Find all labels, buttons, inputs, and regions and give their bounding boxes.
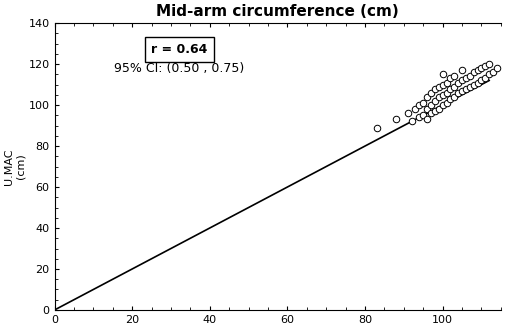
- Point: [470, 82, 478, 87]
- Point: [435, 107, 443, 112]
- Point: [458, 67, 466, 73]
- Point: [427, 102, 435, 108]
- Title: Mid-arm circumference (cm): Mid-arm circumference (cm): [157, 4, 399, 19]
- Point: [438, 72, 446, 77]
- Point: [477, 78, 485, 83]
- Point: [431, 86, 439, 91]
- Point: [458, 78, 466, 83]
- Point: [466, 84, 474, 89]
- Point: [454, 80, 462, 85]
- Point: [462, 86, 470, 91]
- Point: [431, 109, 439, 114]
- Point: [438, 102, 446, 108]
- Point: [412, 107, 420, 112]
- Point: [474, 67, 482, 73]
- Point: [493, 65, 501, 71]
- Point: [454, 90, 462, 95]
- Point: [450, 74, 459, 79]
- Point: [442, 80, 450, 85]
- Point: [489, 70, 497, 75]
- Point: [442, 90, 450, 95]
- Point: [477, 65, 485, 71]
- Point: [423, 107, 431, 112]
- Point: [392, 117, 400, 122]
- Point: [450, 94, 459, 99]
- Point: [485, 62, 493, 67]
- Text: r = 0.64: r = 0.64: [152, 43, 208, 56]
- Point: [408, 119, 416, 124]
- Point: [423, 117, 431, 122]
- Point: [435, 84, 443, 89]
- Point: [458, 88, 466, 93]
- Point: [446, 76, 454, 81]
- Text: 95% CI: (0.50 , 0.75): 95% CI: (0.50 , 0.75): [114, 62, 244, 75]
- Point: [415, 115, 423, 120]
- Point: [403, 111, 412, 116]
- Point: [415, 102, 423, 108]
- Point: [419, 100, 427, 106]
- Y-axis label: U.MAC
(cm): U.MAC (cm): [4, 148, 26, 185]
- Point: [470, 70, 478, 75]
- Point: [481, 63, 489, 69]
- Point: [423, 94, 431, 99]
- Point: [474, 80, 482, 85]
- Point: [446, 86, 454, 91]
- Point: [438, 92, 446, 97]
- Point: [435, 94, 443, 99]
- Point: [485, 72, 493, 77]
- Point: [427, 111, 435, 116]
- Point: [419, 113, 427, 118]
- Point: [431, 98, 439, 104]
- Point: [446, 96, 454, 102]
- Point: [462, 76, 470, 81]
- Point: [466, 74, 474, 79]
- Point: [373, 125, 381, 130]
- Point: [442, 100, 450, 106]
- Point: [438, 82, 446, 87]
- Point: [481, 76, 489, 81]
- Point: [427, 90, 435, 95]
- Point: [450, 84, 459, 89]
